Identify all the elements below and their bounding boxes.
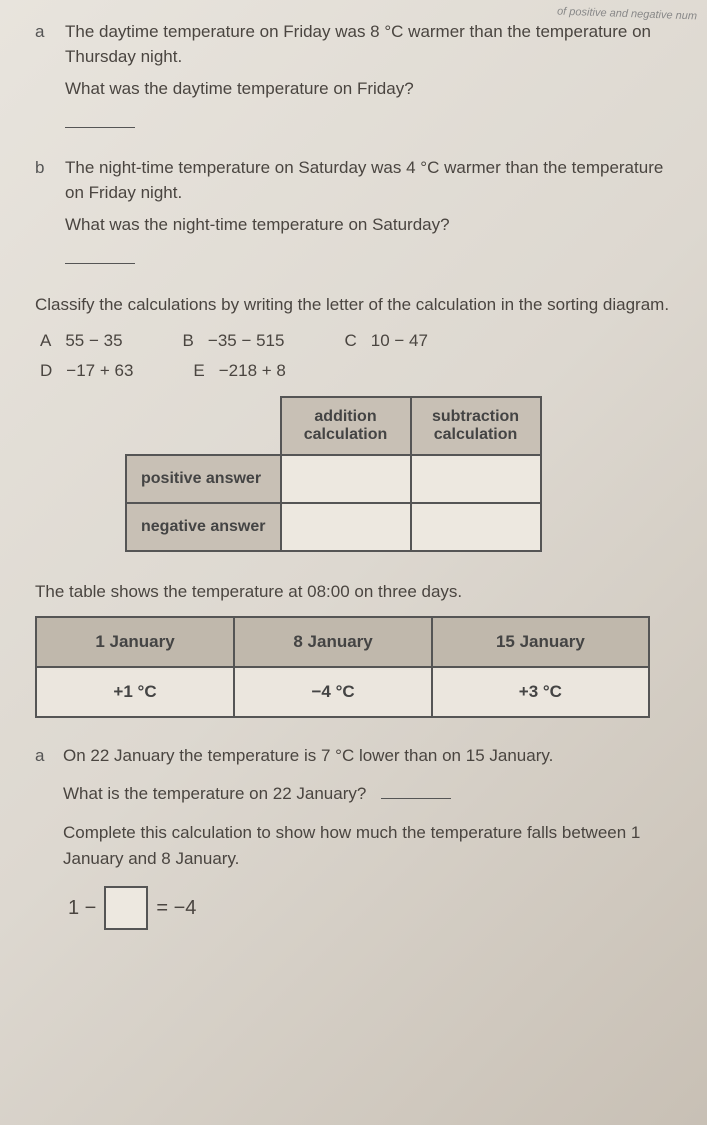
calc-letter-b: B bbox=[183, 331, 194, 351]
sorting-cell-pos-add[interactable] bbox=[281, 455, 411, 503]
calc-letter-a: A bbox=[40, 331, 51, 351]
equation-box[interactable] bbox=[104, 886, 148, 930]
sorting-cell-neg-sub[interactable] bbox=[411, 503, 541, 551]
question-b: b The night-time temperature on Saturday… bbox=[35, 156, 682, 264]
question-a-label: a bbox=[35, 20, 44, 45]
answer-line-a[interactable] bbox=[65, 110, 135, 128]
question-jan22-text-2: What is the temperature on 22 January? bbox=[63, 784, 366, 803]
question-b-label: b bbox=[35, 156, 44, 181]
sorting-col-subtraction: subtraction calculation bbox=[411, 397, 541, 455]
calc-letter-d: D bbox=[40, 361, 52, 381]
question-a-text-1: The daytime temperature on Friday was 8 … bbox=[65, 20, 682, 69]
temps-value-jan15: +3 °C bbox=[432, 667, 649, 717]
question-a-text-2: What was the daytime temperature on Frid… bbox=[65, 77, 682, 102]
calc-letter-c: C bbox=[344, 331, 356, 351]
temps-table: 1 January 8 January 15 January +1 °C −4 … bbox=[35, 616, 650, 718]
question-jan22: a On 22 January the temperature is 7 °C … bbox=[35, 743, 682, 930]
calc-expr-c: 10 − 47 bbox=[371, 331, 428, 351]
calc-expr-b: −35 − 515 bbox=[208, 331, 285, 351]
calc-item-b: B −35 − 515 bbox=[183, 331, 285, 351]
classify-instruction: Classify the calculations by writing the… bbox=[35, 292, 682, 318]
calc-expr-a: 55 − 35 bbox=[65, 331, 122, 351]
temps-value-jan8: −4 °C bbox=[234, 667, 432, 717]
question-b-text-1: The night-time temperature on Saturday w… bbox=[65, 156, 682, 205]
calc-row-2: D −17 + 63 E −218 + 8 bbox=[35, 361, 682, 381]
sorting-col-addition: addition calculation bbox=[281, 397, 411, 455]
question-jan22-text-3: Complete this calculation to show how mu… bbox=[63, 820, 682, 871]
question-a: a The daytime temperature on Friday was … bbox=[35, 20, 682, 128]
temps-header-jan1: 1 January bbox=[36, 617, 234, 667]
calc-item-a: A 55 − 35 bbox=[40, 331, 123, 351]
calc-expr-d: −17 + 63 bbox=[66, 361, 133, 381]
sorting-cell-neg-add[interactable] bbox=[281, 503, 411, 551]
answer-line-jan22[interactable] bbox=[381, 798, 451, 799]
calc-row-1: A 55 − 35 B −35 − 515 C 10 − 47 bbox=[35, 331, 682, 351]
question-jan22-label: a bbox=[35, 743, 44, 769]
sorting-table: addition calculation subtraction calcula… bbox=[125, 396, 542, 552]
sorting-cell-pos-sub[interactable] bbox=[411, 455, 541, 503]
sorting-row-positive: positive answer bbox=[126, 455, 281, 503]
calc-item-c: C 10 − 47 bbox=[344, 331, 427, 351]
equation-row: 1 − = −4 bbox=[68, 886, 682, 930]
question-b-text-2: What was the night-time temperature on S… bbox=[65, 213, 682, 238]
sorting-corner bbox=[126, 397, 281, 455]
sorting-row-negative: negative answer bbox=[126, 503, 281, 551]
temps-header-jan15: 15 January bbox=[432, 617, 649, 667]
temps-intro: The table shows the temperature at 08:00… bbox=[35, 582, 682, 602]
calc-letter-e: E bbox=[193, 361, 204, 381]
equation-left: 1 − bbox=[68, 893, 96, 923]
answer-line-b[interactable] bbox=[65, 246, 135, 264]
temps-value-jan1: +1 °C bbox=[36, 667, 234, 717]
calc-expr-e: −218 + 8 bbox=[219, 361, 286, 381]
calc-item-d: D −17 + 63 bbox=[40, 361, 133, 381]
calc-item-e: E −218 + 8 bbox=[193, 361, 285, 381]
temps-header-jan8: 8 January bbox=[234, 617, 432, 667]
question-jan22-text-1: On 22 January the temperature is 7 °C lo… bbox=[63, 743, 682, 769]
equation-right: = −4 bbox=[156, 893, 196, 923]
